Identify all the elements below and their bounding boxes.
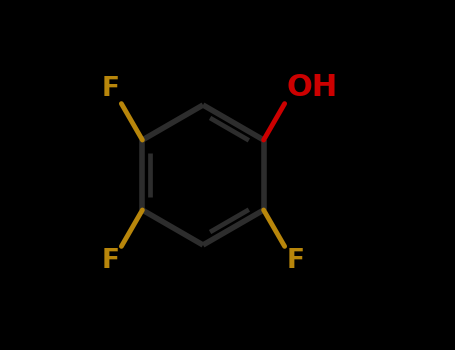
Text: OH: OH [286, 73, 338, 102]
Text: F: F [101, 248, 120, 274]
Text: F: F [101, 76, 120, 102]
Text: F: F [286, 248, 304, 274]
